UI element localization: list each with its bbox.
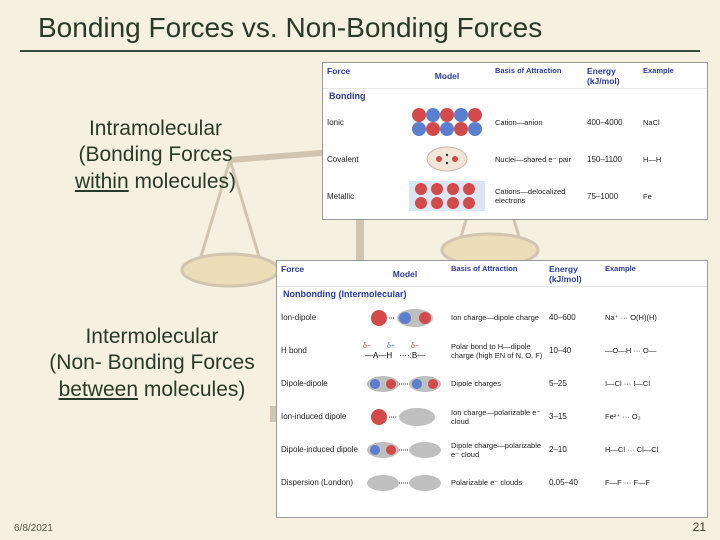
- cell-energy: 0.05–40: [549, 478, 605, 487]
- nonbonding-forces-table: Force Model Basis of Attraction Energy (…: [276, 260, 708, 518]
- model-ionic-icon: [399, 105, 495, 139]
- cell-force: Covalent: [327, 155, 399, 164]
- cell-energy: 10–40: [549, 346, 605, 355]
- cell-example: —O—H ··· O—: [605, 346, 703, 355]
- th-basis: Basis of Attraction: [495, 66, 587, 86]
- cell-energy: 2–10: [549, 445, 605, 454]
- svg-text:δ−: δ−: [411, 343, 419, 350]
- underlined-word: between: [59, 378, 138, 401]
- model-metallic-icon: [399, 179, 495, 213]
- table-row: Covalent Nuclei—shared e⁻ pair 150–1100 …: [323, 141, 707, 177]
- section-nonbonding: Nonbonding (Intermolecular): [277, 287, 707, 301]
- footer-date: 6/8/2021: [14, 523, 53, 534]
- table-row: H bond δ−δ+δ−—A—H····:B— Polar bond to H…: [277, 334, 707, 367]
- cell-force: Ionic: [327, 118, 399, 127]
- table-header-row: Force Model Basis of Attraction Energy (…: [323, 63, 707, 89]
- cell-basis: Ion charge—polarizable e⁻ cloud: [451, 408, 549, 426]
- cell-basis: Polarizable e⁻ clouds: [451, 478, 549, 487]
- text-line: (Bonding Forces: [38, 142, 273, 168]
- cell-basis: Ion charge—dipole charge: [451, 313, 549, 322]
- cell-basis: Dipole charges: [451, 379, 549, 388]
- cell-basis: Nuclei—shared e⁻ pair: [495, 155, 587, 164]
- content-area: Intramolecular (Bonding Forces within mo…: [0, 52, 720, 522]
- text-span: molecules): [129, 170, 236, 193]
- model-covalent-icon: [399, 144, 495, 174]
- slide-title: Bonding Forces vs. Non-Bonding Forces: [0, 0, 720, 50]
- bonding-forces-table: Force Model Basis of Attraction Energy (…: [322, 62, 708, 220]
- text-line: Intermolecular: [22, 324, 282, 350]
- text-line: Intramolecular: [38, 116, 273, 142]
- table-header-row: Force Model Basis of Attraction Energy (…: [277, 261, 707, 287]
- underlined-word: within: [75, 170, 129, 193]
- svg-text:δ+: δ+: [387, 343, 395, 350]
- svg-text:δ−: δ−: [363, 343, 371, 350]
- cell-basis: Polar bond to H—dipole charge (high EN o…: [451, 342, 549, 360]
- cell-energy: 150–1100: [587, 155, 643, 164]
- model-hbond-icon: δ−δ+δ−—A—H····:B—: [359, 340, 451, 362]
- table-row: Metallic Cations—delocalized electrons 7…: [323, 177, 707, 215]
- table-row: Dispersion (London) Polarizable e⁻ cloud…: [277, 466, 707, 499]
- footer-page-number: 21: [693, 520, 706, 534]
- th-force: Force: [327, 66, 399, 86]
- table-row: Ionic Cation—anion 400–4000 NaCl: [323, 103, 707, 141]
- cell-basis: Dipole charge—polarizable e⁻ cloud: [451, 441, 549, 459]
- model-dipole-dipole-icon: [359, 373, 451, 395]
- text-span: molecules): [138, 378, 245, 401]
- th-example: Example: [643, 66, 703, 86]
- section-bonding: Bonding: [323, 89, 707, 103]
- cell-example: I—Cl ··· I—Cl: [605, 379, 703, 388]
- th-basis: Basis of Attraction: [451, 264, 549, 284]
- cell-force: Metallic: [327, 192, 399, 201]
- th-example: Example: [605, 264, 703, 284]
- cell-basis: Cation—anion: [495, 118, 587, 127]
- table-row: Ion-dipole Ion charge—dipole charge 40–6…: [277, 301, 707, 334]
- cell-example: H—H: [643, 155, 703, 164]
- cell-example: H—Cl ··· Cl—Cl: [605, 445, 703, 454]
- table-row: Ion-induced dipole Ion charge—polarizabl…: [277, 400, 707, 433]
- th-energy: Energy (kJ/mol): [549, 264, 605, 284]
- cell-example: Na⁺ ··· O(H)(H): [605, 313, 703, 322]
- model-dispersion-icon: [359, 472, 451, 494]
- model-dipole-induced-icon: [359, 439, 451, 461]
- text-line: (Non- Bonding Forces: [22, 350, 282, 376]
- cell-energy: 40–600: [549, 313, 605, 322]
- th-force: Force: [281, 264, 359, 284]
- svg-text:····:B—: ····:B—: [399, 351, 425, 360]
- intermolecular-label: Intermolecular (Non- Bonding Forces betw…: [22, 324, 282, 403]
- cell-force: Dipole-dipole: [281, 379, 359, 388]
- cell-example: Fe²⁺ ··· O₂: [605, 412, 703, 421]
- cell-example: F—F ··· F—F: [605, 478, 703, 487]
- cell-energy: 5–25: [549, 379, 605, 388]
- cell-force: H bond: [281, 346, 359, 355]
- cell-basis: Cations—delocalized electrons: [495, 187, 587, 205]
- text-line: between molecules): [22, 377, 282, 403]
- intramolecular-label: Intramolecular (Bonding Forces within mo…: [38, 116, 273, 195]
- svg-text:—A—H: —A—H: [365, 351, 392, 360]
- model-ion-dipole-icon: [359, 306, 451, 330]
- cell-energy: 400–4000: [587, 118, 643, 127]
- cell-energy: 75–1000: [587, 192, 643, 201]
- cell-example: NaCl: [643, 118, 703, 127]
- table-row: Dipole-induced dipole Dipole charge—pola…: [277, 433, 707, 466]
- cell-force: Ion-induced dipole: [281, 412, 359, 421]
- model-ion-induced-icon: [359, 406, 451, 428]
- text-line: within molecules): [38, 169, 273, 195]
- cell-force: Dispersion (London): [281, 478, 359, 487]
- cell-force: Ion-dipole: [281, 313, 359, 322]
- cell-energy: 3–15: [549, 412, 605, 421]
- cell-example: Fe: [643, 192, 703, 201]
- cell-force: Dipole-induced dipole: [281, 445, 359, 454]
- th-energy: Energy (kJ/mol): [587, 66, 643, 86]
- th-model: Model: [359, 264, 451, 284]
- table-row: Dipole-dipole Dipole charges 5–25 I—Cl ·…: [277, 367, 707, 400]
- th-model: Model: [399, 66, 495, 86]
